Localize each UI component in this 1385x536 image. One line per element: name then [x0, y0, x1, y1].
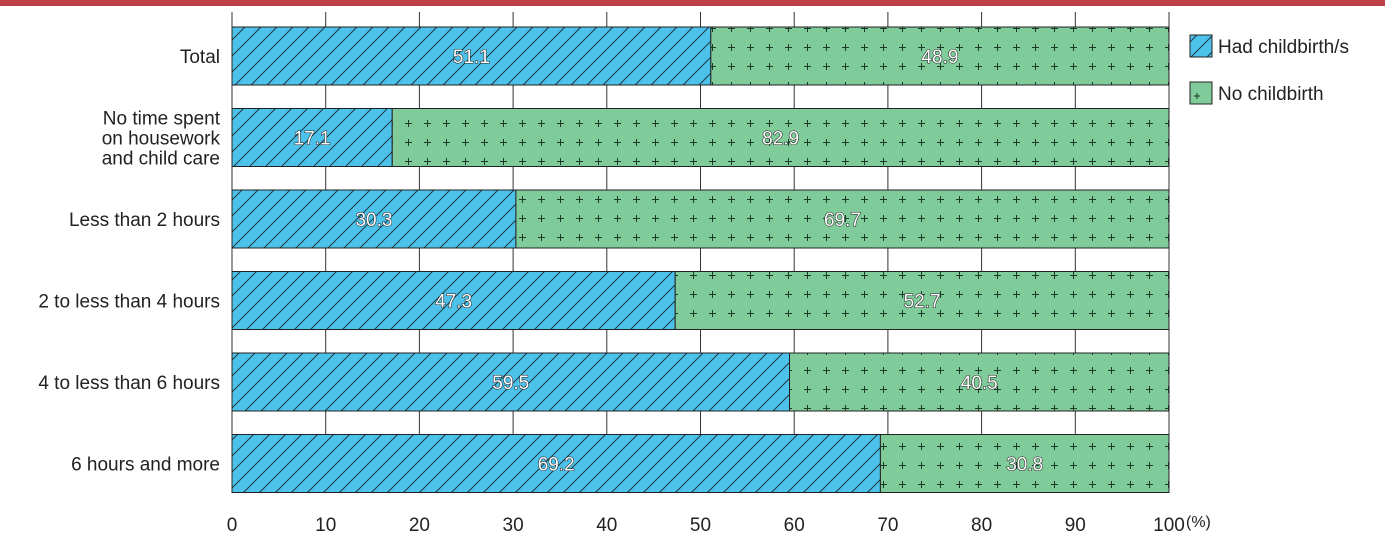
- x-tick-label: 50: [690, 515, 711, 536]
- x-tick-label: 30: [503, 515, 524, 536]
- bar-segment-no-childbirth: [789, 352, 1170, 412]
- bar-segment-had-childbirth: [231, 108, 393, 167]
- bar-segment-no-childbirth: [674, 271, 1170, 330]
- x-tick-label: 100: [1153, 515, 1185, 536]
- data-label: 69.2: [538, 455, 575, 476]
- bar-segment-had-childbirth: [231, 271, 676, 330]
- bar-segment-had-childbirth: [231, 352, 791, 412]
- bar-segment-no-childbirth: [391, 108, 1170, 167]
- category-label: No time spent on housework and child care: [102, 109, 221, 170]
- legend-swatch: [1189, 81, 1213, 105]
- legend-swatch: [1189, 34, 1213, 58]
- category-labels: Total No time spent on housework and child …: [38, 47, 220, 476]
- category-label: Total: [180, 47, 220, 68]
- data-label: 51.1: [453, 47, 490, 68]
- data-label: 52.7: [904, 292, 941, 313]
- data-label: 47.3: [435, 292, 472, 313]
- data-label: 40.5: [961, 373, 998, 394]
- bar-segment-no-childbirth: [515, 189, 1170, 249]
- data-label: 30.8: [1006, 455, 1043, 476]
- category-label: 6 hours and more: [71, 455, 220, 476]
- bar-segment-no-childbirth: [710, 26, 1170, 86]
- legend-label: No childbirth: [1218, 84, 1324, 105]
- data-label: 17.1: [294, 129, 331, 150]
- x-axis-tick-labels: 0 10 20 30 40 50 60 70 80 90 100 (%): [227, 514, 1211, 536]
- x-tick-label: 60: [784, 515, 805, 536]
- data-label: 30.3: [355, 210, 392, 231]
- data-label: 69.7: [824, 210, 861, 231]
- bar-segment-had-childbirth: [231, 26, 712, 86]
- bars: 51.1 48.9 17.1 82.9 30.3 69.7 47.3 52.7 59.5 40.5…: [231, 26, 1170, 493]
- top-accent-bar: [0, 0, 1385, 6]
- category-label: 4 to less than 6 hours: [38, 373, 220, 394]
- x-tick-label: 70: [877, 515, 898, 536]
- x-tick-label: 0: [227, 515, 238, 536]
- bar-segment-no-childbirth: [879, 434, 1170, 493]
- legend: Had childbirth/s No childbirth: [1189, 34, 1349, 105]
- legend-label: Had childbirth/s: [1218, 37, 1349, 58]
- x-tick-label: 90: [1065, 515, 1086, 536]
- x-tick-label: 80: [971, 515, 992, 536]
- data-label: 59.5: [492, 373, 529, 394]
- data-label: 48.9: [921, 47, 958, 68]
- grid-lines: [231, 12, 1170, 492]
- unit-label: (%): [1186, 514, 1211, 531]
- data-label: 82.9: [762, 129, 799, 150]
- x-tick-label: 10: [315, 515, 336, 536]
- bar-segment-had-childbirth: [231, 434, 881, 493]
- x-tick-label: 40: [596, 515, 617, 536]
- x-tick-label: 20: [409, 515, 430, 536]
- bar-segment-had-childbirth: [231, 189, 517, 249]
- category-label: Less than 2 hours: [69, 210, 220, 231]
- category-label: 2 to less than 4 hours: [38, 292, 220, 313]
